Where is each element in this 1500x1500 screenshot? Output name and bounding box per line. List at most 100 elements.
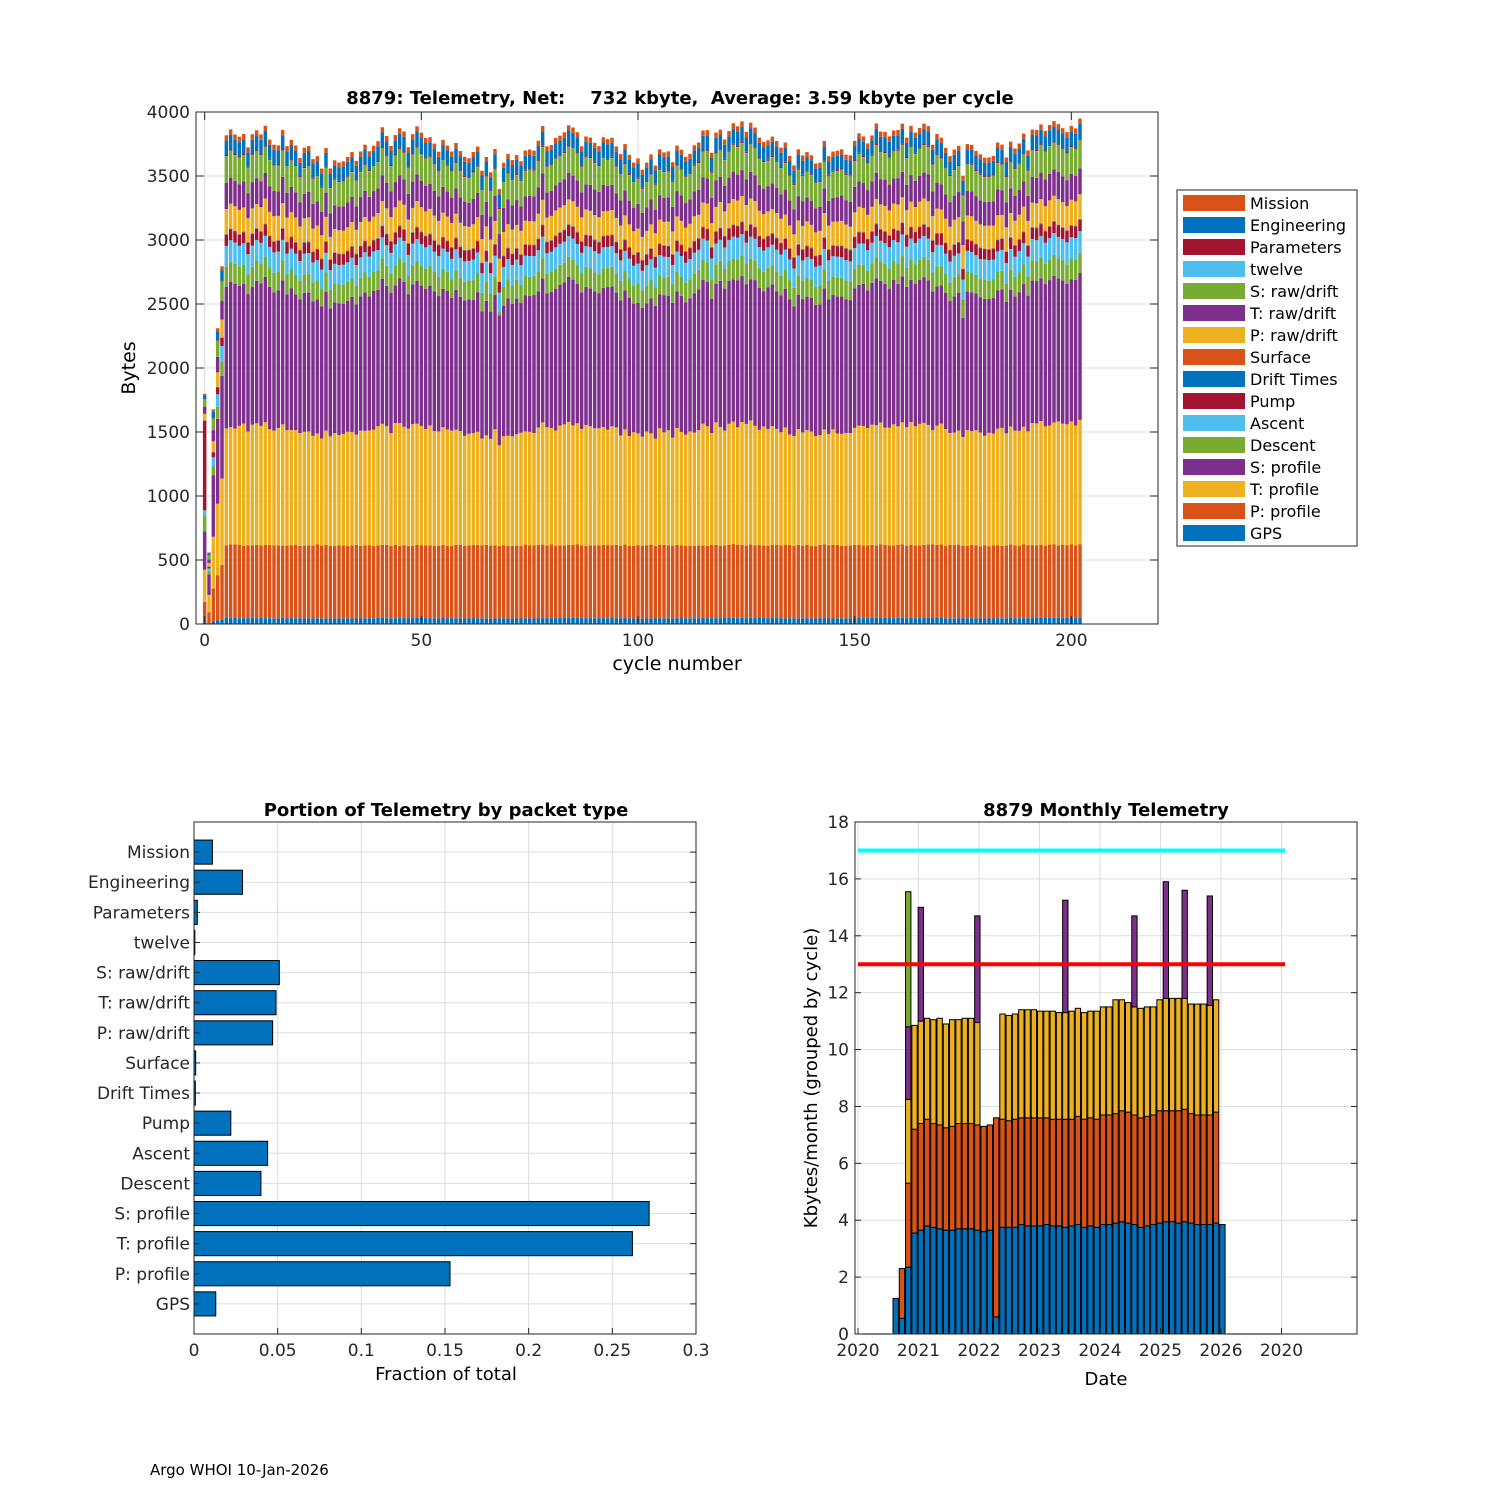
top-bar-segment	[917, 618, 922, 624]
top-bar-segment	[527, 545, 532, 619]
top-bar-segment	[796, 244, 801, 256]
top-bar-segment	[610, 266, 614, 287]
legend-swatch	[1183, 393, 1245, 409]
top-bar-segment	[935, 544, 939, 618]
top-bar-segment	[679, 431, 684, 546]
top-bar-segment	[900, 145, 905, 172]
top-bar-segment	[926, 201, 931, 227]
top-bar-segment	[532, 150, 536, 156]
top-bar-segment	[380, 127, 385, 133]
top-bar-segment	[865, 270, 870, 291]
top-bar-segment	[826, 249, 831, 261]
top-bar-segment	[315, 299, 320, 434]
top-bar-segment	[419, 154, 424, 181]
top-bar-segment	[783, 214, 788, 238]
top-bar-segment	[1069, 147, 1074, 175]
top-bar-segment	[722, 185, 727, 212]
top-bar-segment	[844, 159, 848, 174]
top-bar-segment	[800, 201, 805, 226]
top-bar-segment	[202, 515, 207, 532]
top-bar-segment	[345, 175, 350, 177]
monthly-bar-segment	[1018, 1117, 1025, 1225]
top-bar-segment	[419, 180, 424, 208]
top-bar-segment	[800, 174, 805, 176]
top-bar-segment	[1039, 257, 1043, 279]
top-bar-segment	[319, 235, 324, 259]
top-bar-segment	[848, 545, 853, 619]
top-bar-segment	[874, 235, 879, 258]
top-bar-segment	[445, 164, 450, 166]
top-bar-segment	[484, 250, 489, 251]
monthly-ytick-label: 14	[827, 927, 849, 947]
top-bar-segment	[311, 164, 315, 178]
top-bar-segment	[358, 170, 363, 172]
top-bar-segment	[345, 431, 350, 546]
top-bar-segment	[597, 274, 601, 294]
top-bar-segment	[402, 136, 406, 152]
top-bar-segment	[410, 424, 415, 546]
portion-ytick-label: Descent	[120, 1174, 190, 1194]
top-bar-segment	[536, 239, 541, 251]
top-bar-segment	[540, 618, 545, 624]
top-bar-segment	[410, 231, 415, 233]
top-bar-segment	[1008, 269, 1013, 290]
top-bar-segment	[471, 248, 476, 260]
top-bar-segment	[454, 238, 458, 250]
top-bar-segment	[575, 283, 580, 424]
top-bar-segment	[493, 244, 497, 256]
top-bar-segment	[982, 279, 987, 299]
top-bar-segment	[709, 173, 714, 198]
top-bar-segment	[796, 154, 801, 169]
top-bar-segment	[298, 433, 302, 546]
top-bar-segment	[683, 161, 688, 176]
top-bar-segment	[913, 206, 918, 232]
top-bar-segment	[696, 618, 701, 624]
top-bar-segment	[917, 238, 922, 260]
top-bar-segment	[367, 296, 372, 431]
monthly-bar-segment	[1093, 1010, 1100, 1120]
top-bar-segment	[792, 545, 796, 619]
top-bar-segment	[341, 161, 346, 167]
monthly-xtick-label: 2026	[1199, 1341, 1242, 1361]
top-bar-segment	[709, 246, 714, 248]
top-bar-segment	[1078, 118, 1082, 124]
top-bar-segment	[250, 182, 255, 209]
top-bar-segment	[982, 298, 987, 436]
top-bar-segment	[259, 134, 263, 140]
top-bar-segment	[458, 170, 463, 172]
legend-label: twelve	[1250, 260, 1303, 279]
top-bar-segment	[805, 296, 809, 431]
top-bar-segment	[484, 201, 489, 227]
top-bar-segment	[250, 424, 255, 546]
top-bar-segment	[753, 618, 757, 624]
top-bar-segment	[458, 171, 463, 198]
top-bar-segment	[1065, 230, 1069, 231]
top-bar-segment	[965, 618, 970, 624]
top-bar-segment	[995, 251, 1000, 272]
top-bar-segment	[592, 618, 597, 624]
top-bar-segment	[571, 127, 575, 133]
top-bar-segment	[965, 190, 970, 216]
top-bar-segment	[376, 146, 380, 162]
monthly-bar-segment	[1005, 1120, 1012, 1228]
top-bar-segment	[865, 618, 870, 624]
top-bar-segment	[315, 176, 320, 202]
top-bar-segment	[757, 157, 762, 159]
top-bar-segment	[705, 240, 710, 263]
top-bar-segment	[705, 545, 710, 619]
monthly-bar-segment	[1074, 1115, 1082, 1225]
top-bar-segment	[306, 241, 311, 243]
top-bar-segment	[913, 232, 918, 244]
top-bar-segment	[614, 241, 619, 242]
top-bar-segment	[1043, 130, 1048, 137]
top-bar-segment	[787, 544, 792, 619]
top-bar-segment	[969, 273, 974, 293]
top-bar-segment	[627, 435, 632, 546]
top-bar-segment	[393, 265, 398, 286]
top-bar-segment	[345, 202, 350, 228]
top-bar-segment	[614, 618, 619, 624]
top-bar-segment	[402, 179, 406, 205]
top-bar-segment	[657, 544, 662, 619]
top-bar-segment	[783, 161, 788, 163]
top-bar-segment	[402, 152, 406, 180]
